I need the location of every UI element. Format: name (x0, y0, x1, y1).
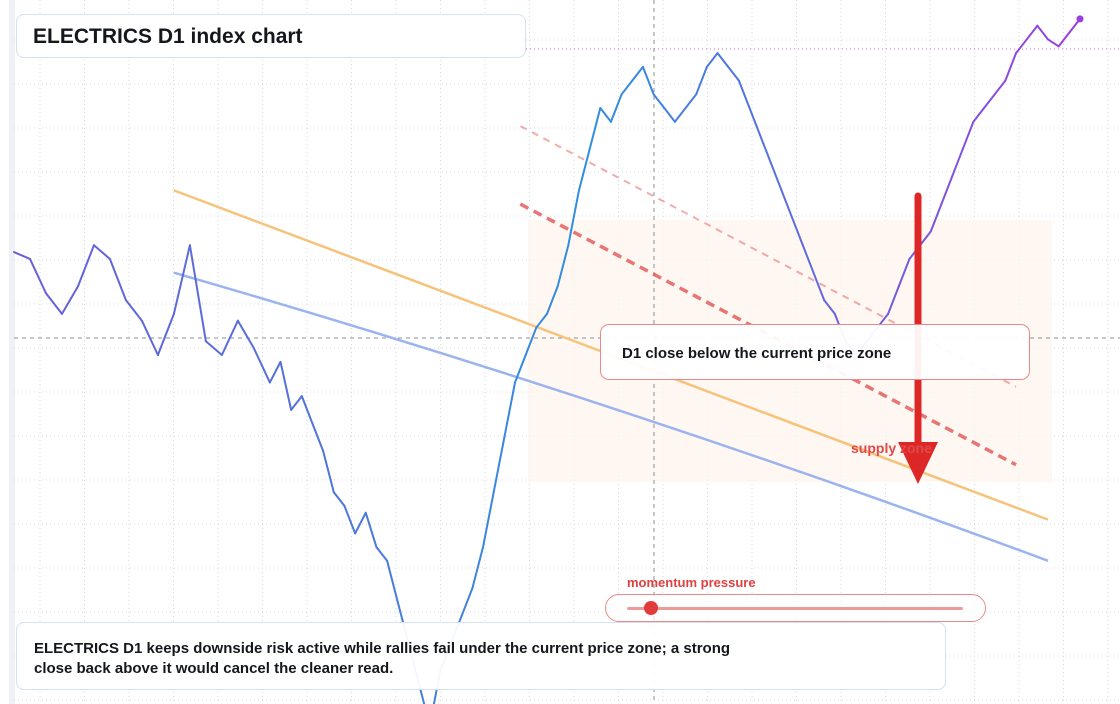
price-segment (1057, 31, 1071, 48)
arrow-head (898, 442, 938, 484)
price-segment (705, 52, 719, 68)
price-segment (780, 189, 794, 219)
price-segment (311, 422, 325, 453)
summary-text: ELECTRICS D1 keeps downside risk active … (34, 640, 731, 677)
price-segment (919, 230, 932, 247)
price-segment (156, 312, 175, 356)
price-segment (897, 257, 911, 288)
price-segment (961, 120, 975, 151)
price-segment (983, 93, 996, 110)
price-segment (609, 93, 623, 123)
price-segment (236, 319, 255, 350)
price-segment (172, 244, 191, 315)
price-segment (300, 395, 314, 425)
price-segment (13, 251, 31, 260)
price-segment (972, 107, 986, 123)
price-segment (1015, 38, 1028, 55)
price-segment (759, 134, 772, 164)
price-segment (268, 360, 282, 384)
price-segment (1004, 52, 1018, 82)
price-segment (220, 319, 239, 356)
price-segment (332, 491, 346, 507)
momentum-track (627, 607, 963, 610)
price-segment (322, 450, 335, 494)
price-segment (503, 381, 517, 439)
price-segment (482, 491, 495, 549)
resistance-lines (519, 125, 1017, 467)
trendline-lower (173, 271, 1049, 562)
supply-zone-label: supply zone (851, 440, 932, 456)
price-segment (535, 312, 548, 329)
price-segment (514, 354, 527, 384)
down-arrow (898, 192, 938, 484)
price-segment (364, 511, 378, 549)
left-axis-strip (9, 0, 15, 704)
title-panel: ELECTRICS D1 index chart (16, 14, 526, 58)
resistance-line-main (519, 202, 1017, 467)
price-segment (812, 271, 826, 302)
price-segment (727, 65, 740, 82)
price-segment (695, 65, 708, 96)
price-segment (567, 189, 580, 247)
price-segment (375, 546, 389, 562)
price-segment (28, 257, 47, 295)
price-segment (801, 244, 815, 274)
price-segment (663, 107, 676, 123)
price-segment (940, 175, 954, 206)
price-segment (290, 395, 303, 411)
price-segment (652, 93, 666, 110)
price-segment (791, 216, 804, 247)
momentum-label: momentum pressure (627, 575, 756, 590)
last-price-dot (1076, 15, 1084, 23)
price-segment (471, 546, 485, 590)
price-segment (252, 347, 271, 384)
momentum-knob (643, 601, 658, 615)
price-segment (386, 559, 399, 603)
price-segment (993, 79, 1007, 96)
zone-note-panel: D1 close below the current price zone (600, 324, 1030, 380)
price-segment (1025, 24, 1039, 41)
price-segment (279, 360, 293, 411)
momentum-gauge (605, 594, 986, 622)
price-segment (140, 319, 159, 356)
price-segment (60, 285, 79, 315)
price-segment (823, 299, 836, 315)
zone-note-text: D1 close below the current price zone (622, 345, 892, 362)
price-segment (460, 587, 474, 617)
price-segment (76, 244, 95, 288)
price-segment (684, 93, 698, 110)
price-segment (92, 244, 111, 260)
price-segment (769, 161, 783, 192)
price-segment (641, 65, 655, 96)
price-segment (1047, 38, 1060, 48)
price-segment (748, 107, 762, 137)
price-segment (524, 326, 538, 356)
summary-panel: ELECTRICS D1 keeps downside risk active … (16, 622, 946, 690)
price-segment (354, 511, 367, 535)
price-segment (588, 107, 602, 151)
price-segment (599, 107, 612, 123)
price-segment (108, 257, 127, 302)
price-segment (887, 285, 900, 315)
price-segment (737, 79, 751, 110)
price-segment (929, 203, 943, 233)
price-segment (188, 244, 207, 343)
price-segment (418, 683, 426, 704)
price-segment (1036, 24, 1050, 41)
price-segment (673, 107, 687, 123)
resistance-line-upper (519, 125, 1017, 388)
price-segment (577, 148, 591, 192)
price-segment (556, 244, 570, 288)
price-segment (204, 340, 223, 356)
price-segment (951, 148, 964, 178)
price-segment (124, 299, 143, 322)
price-segment (620, 79, 634, 96)
chart-title: ELECTRICS D1 index chart (33, 25, 303, 48)
price-segment (631, 65, 644, 82)
price-segment (343, 504, 357, 535)
price-segment (716, 52, 730, 68)
price-segment (546, 285, 559, 315)
price-segment (492, 436, 506, 494)
price-segment (44, 292, 63, 315)
